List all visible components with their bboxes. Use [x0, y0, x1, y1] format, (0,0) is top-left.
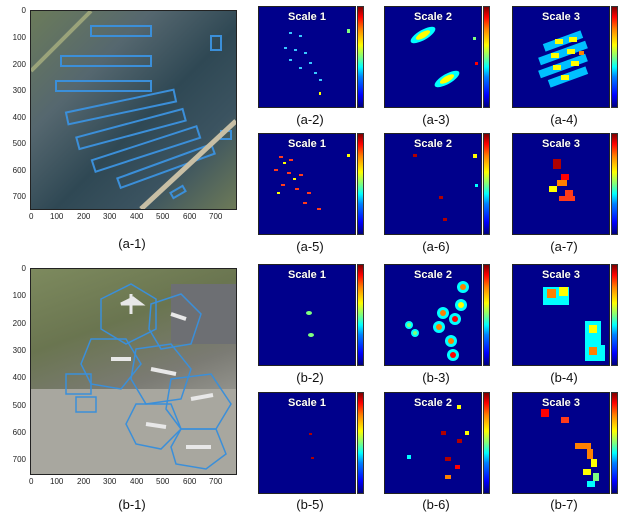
colorbar — [483, 133, 490, 235]
y-tick: 400 — [12, 113, 26, 122]
caption-b5: (b-5) — [296, 497, 324, 512]
x-tick: 700 — [209, 212, 223, 221]
caption-a4: (a-4) — [550, 112, 578, 127]
scale-label: Scale 1 — [288, 11, 326, 23]
x-tick: 300 — [103, 477, 117, 486]
activation-blobs — [410, 26, 478, 88]
activation-blocks — [543, 287, 605, 361]
x-tick: 400 — [130, 212, 144, 221]
caption-b2: (b-2) — [296, 370, 324, 385]
scale-label: Scale 3 — [542, 138, 580, 150]
heatmap-a7: Scale 3 — [512, 133, 610, 235]
caption-a6: (a-6) — [422, 239, 450, 254]
colorbar — [357, 133, 364, 235]
y-tick: 400 — [12, 373, 26, 382]
x-tick: 700 — [209, 477, 223, 486]
scale-label: Scale 3 — [542, 397, 580, 409]
colorbar — [483, 264, 490, 366]
y-tick: 300 — [12, 86, 26, 95]
x-tick: 200 — [77, 212, 91, 221]
activation-blocks — [538, 30, 589, 88]
x-tick: 0 — [29, 212, 34, 221]
heatmap-a6: Scale 2 — [384, 133, 482, 235]
activation-blobs — [413, 154, 478, 221]
heatmap-a4: Scale 3 — [512, 6, 610, 108]
y-tick: 200 — [12, 60, 26, 69]
scale-label: Scale 2 — [414, 11, 452, 23]
scale-label: Scale 3 — [542, 269, 580, 281]
x-tick: 500 — [156, 477, 170, 486]
caption-a7: (a-7) — [550, 239, 578, 254]
heatmap-b7: Scale 3 — [512, 392, 610, 494]
heatmap-a3: Scale 2 — [384, 6, 482, 108]
scale-label: Scale 1 — [288, 138, 326, 150]
y-tick: 0 — [21, 264, 26, 273]
aircraft-boxes-overlay — [31, 283, 236, 474]
x-tick: 300 — [103, 212, 117, 221]
scale-label: Scale 3 — [542, 11, 580, 23]
colorbar — [357, 392, 364, 494]
heatmap-b2: Scale 1 — [258, 264, 356, 366]
caption-b3: (b-3) — [422, 370, 450, 385]
caption-b1: (b-1) — [118, 497, 146, 512]
scale-label: Scale 2 — [414, 138, 452, 150]
activation-dots — [274, 154, 350, 210]
x-tick: 0 — [29, 477, 34, 486]
caption-a2: (a-2) — [296, 112, 324, 127]
scale-label: Scale 2 — [414, 269, 452, 281]
caption-a1: (a-1) — [118, 236, 146, 251]
caption-b6: (b-6) — [422, 497, 450, 512]
colorbar — [611, 392, 618, 494]
y-tick: 0 — [21, 6, 26, 15]
colorbar — [483, 6, 490, 108]
activation-blobs — [407, 405, 469, 479]
heatmap-b5: Scale 1 — [258, 392, 356, 494]
scale-label: Scale 2 — [414, 397, 452, 409]
scale-label: Scale 1 — [288, 269, 326, 281]
y-tick: 200 — [12, 319, 26, 328]
colorbar — [357, 6, 364, 108]
colorbar — [357, 264, 364, 366]
colorbar — [611, 6, 618, 108]
activation-blobs — [405, 281, 469, 361]
caption-a5: (a-5) — [296, 239, 324, 254]
y-tick: 300 — [12, 346, 26, 355]
x-tick: 600 — [183, 212, 197, 221]
activation-blocks — [549, 159, 575, 201]
scale-label: Scale 1 — [288, 397, 326, 409]
colorbar — [611, 264, 618, 366]
y-tick: 600 — [12, 428, 26, 437]
caption-b7: (b-7) — [550, 497, 578, 512]
colorbar — [611, 133, 618, 235]
x-tick: 600 — [183, 477, 197, 486]
caption-a3: (a-3) — [422, 112, 450, 127]
y-tick: 100 — [12, 33, 26, 42]
y-tick: 500 — [12, 401, 26, 410]
activation-dots — [284, 29, 350, 95]
y-tick: 700 — [12, 192, 26, 201]
x-tick: 100 — [50, 212, 64, 221]
y-tick: 500 — [12, 139, 26, 148]
y-tick: 100 — [12, 291, 26, 300]
airport-aerial-image — [30, 268, 237, 475]
x-tick: 500 — [156, 212, 170, 221]
x-tick: 200 — [77, 477, 91, 486]
activation-dots — [309, 433, 314, 459]
colorbar — [483, 392, 490, 494]
x-tick: 100 — [50, 477, 64, 486]
caption-b4: (b-4) — [550, 370, 578, 385]
y-tick: 700 — [12, 455, 26, 464]
activation-blobs — [306, 311, 314, 337]
y-tick: 600 — [12, 166, 26, 175]
heatmap-a2: Scale 1 — [258, 6, 356, 108]
heatmap-b3: Scale 2 — [384, 264, 482, 366]
activation-blocks — [541, 409, 599, 487]
heatmap-a5: Scale 1 — [258, 133, 356, 235]
harbor-aerial-image — [30, 10, 237, 210]
boat-boxes-overlay — [31, 11, 236, 209]
x-tick: 400 — [130, 477, 144, 486]
heatmap-b6: Scale 2 — [384, 392, 482, 494]
heatmap-b4: Scale 3 — [512, 264, 610, 366]
